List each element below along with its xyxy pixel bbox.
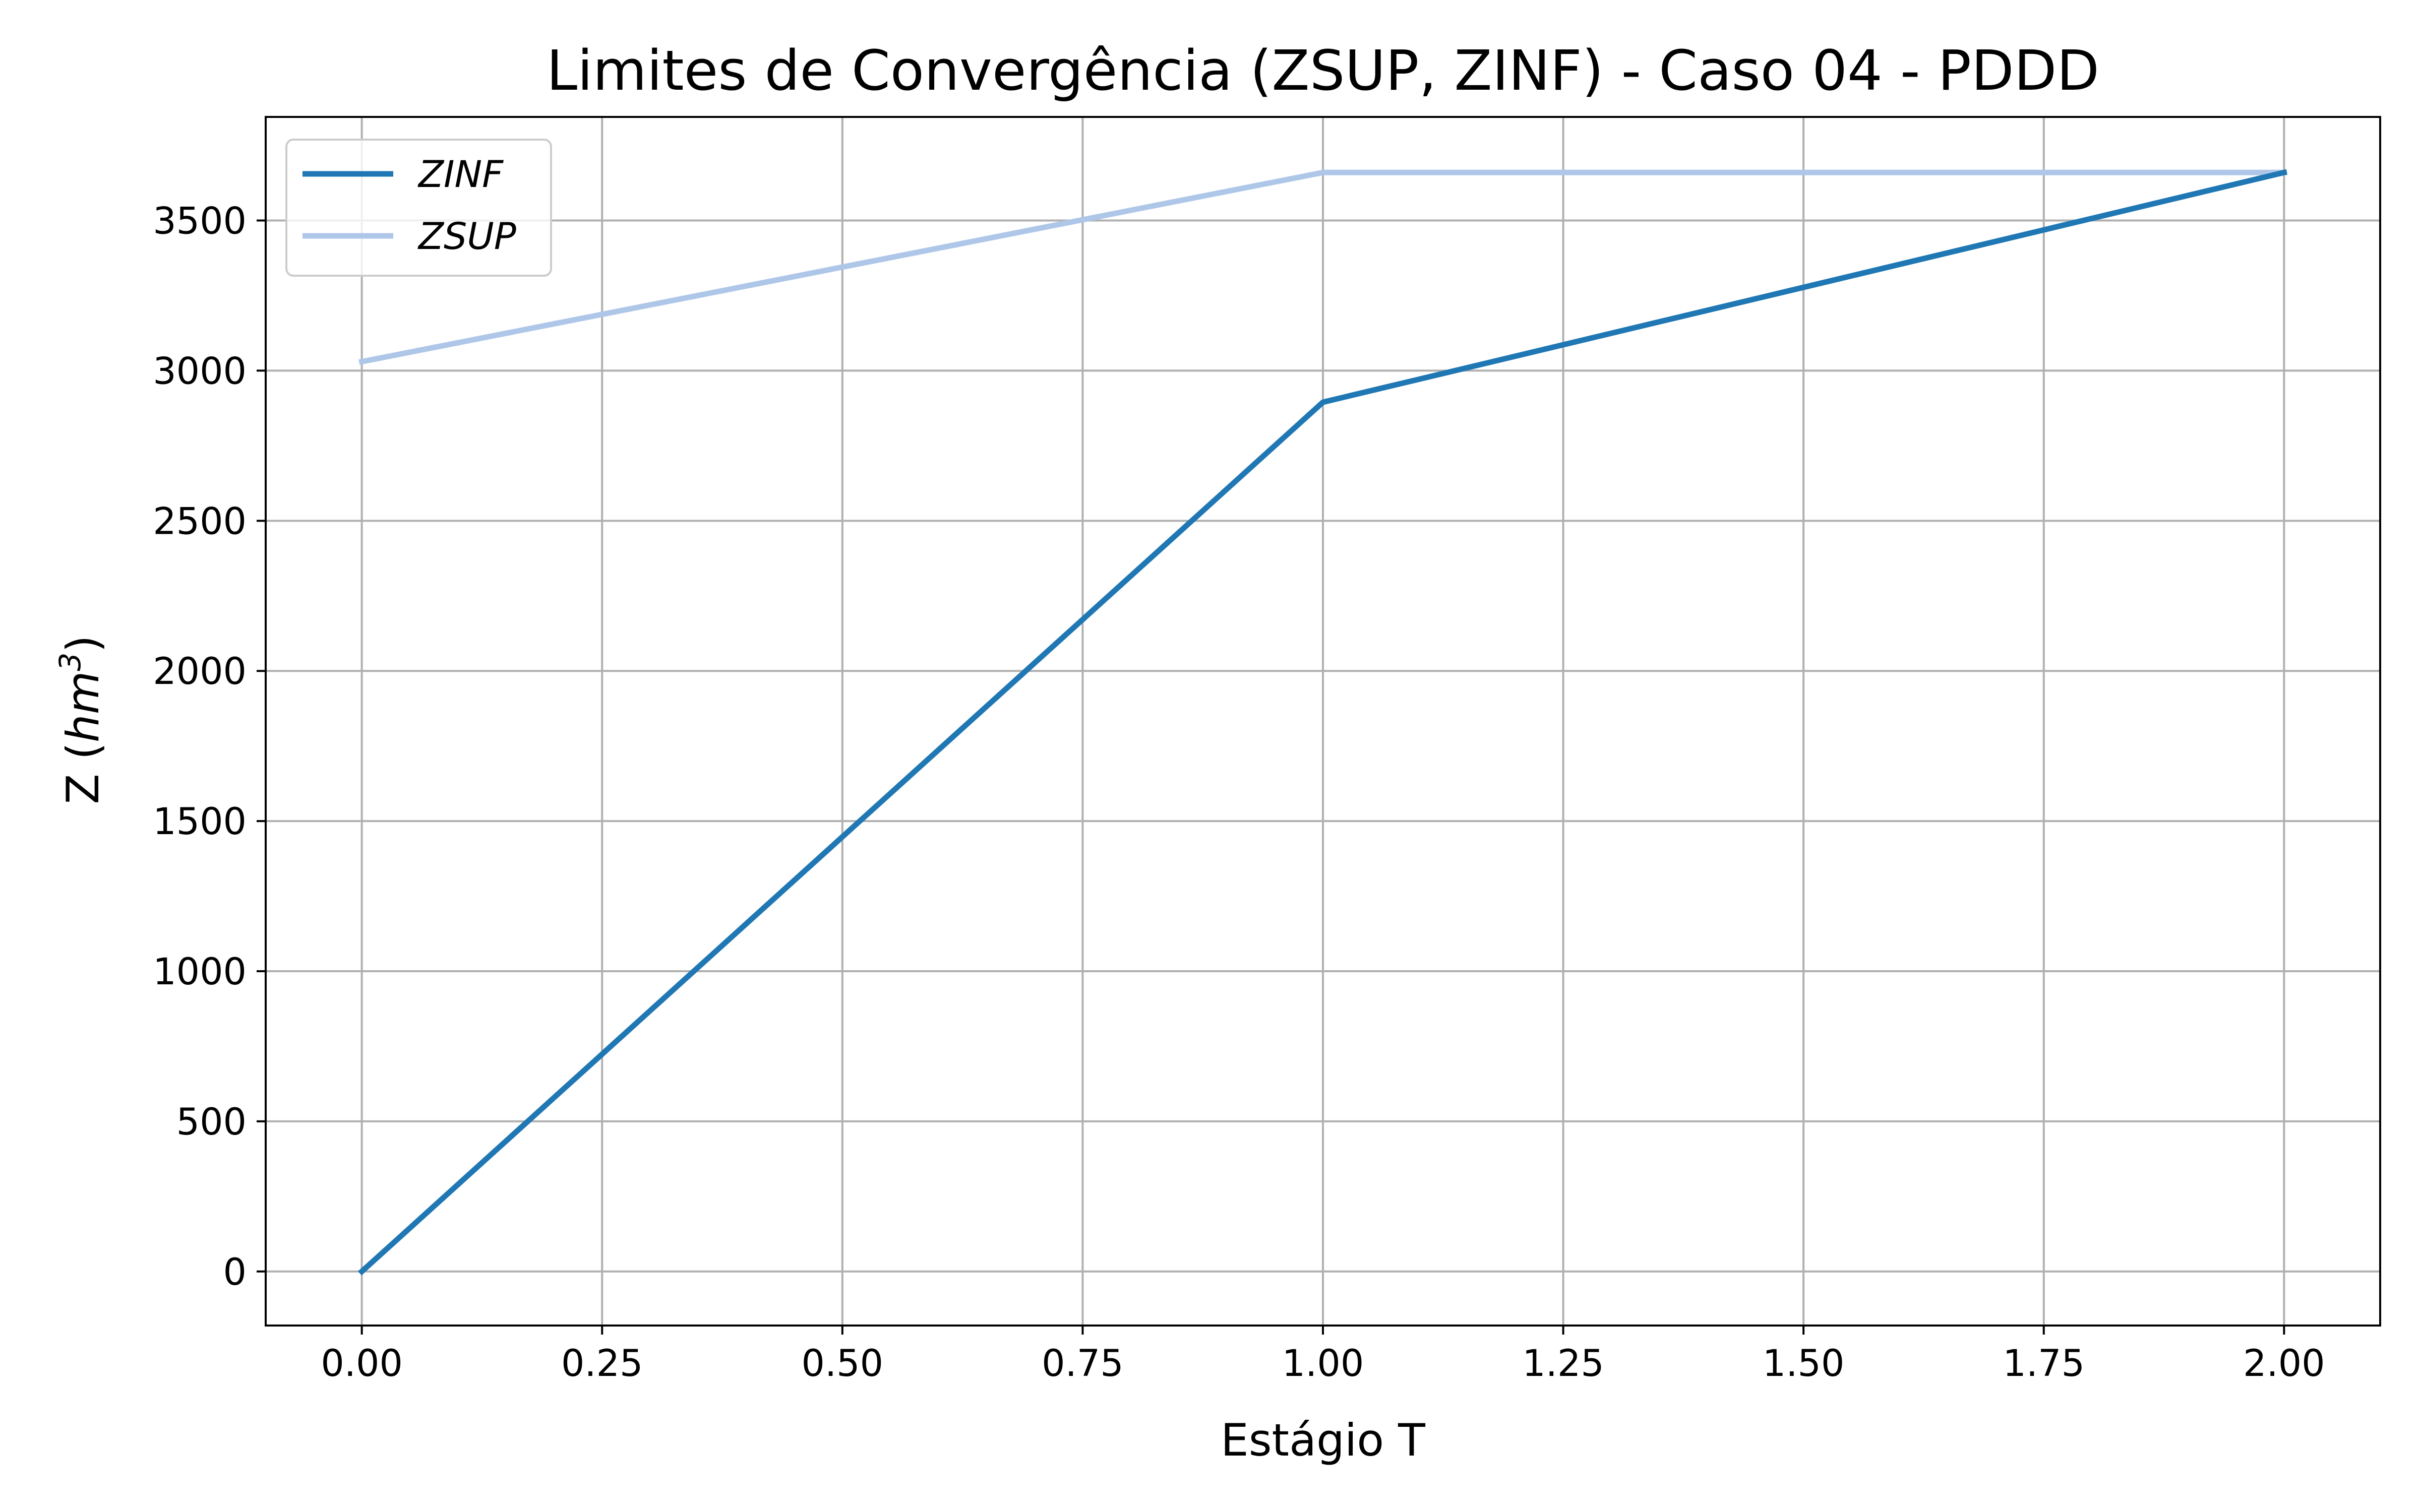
x-tick-label: 0.50 xyxy=(802,1342,884,1385)
series-lines xyxy=(357,169,2287,1276)
y-tick-label: 0 xyxy=(223,1251,247,1294)
y-tick-label: 1000 xyxy=(153,951,247,993)
y-tick-label: 2500 xyxy=(153,500,247,543)
x-tick-label: 1.50 xyxy=(1763,1342,1845,1385)
x-tick-label: 0.00 xyxy=(321,1342,403,1385)
y-tick-label: 2000 xyxy=(153,650,247,693)
legend-label-zinf: ZINF xyxy=(417,153,504,196)
legend: ZINF ZSUP xyxy=(285,139,552,277)
series-line-zsup xyxy=(358,169,2287,365)
x-tick-label: 0.75 xyxy=(1042,1342,1124,1385)
legend-label-zsup: ZSUP xyxy=(417,215,516,258)
chart-title: Limites de Convergência (ZSUP, ZINF) - C… xyxy=(547,38,2099,103)
x-tick-label: 0.25 xyxy=(561,1342,643,1385)
y-tick-label: 1500 xyxy=(153,800,247,843)
series-line-zinf xyxy=(357,169,2287,1276)
y-tick-label: 3000 xyxy=(153,350,247,393)
grid xyxy=(266,117,2380,1326)
y-axis-label: Z (hm3) xyxy=(53,635,109,804)
x-tick-label: 1.25 xyxy=(1522,1342,1604,1385)
x-axis-ticks: 0.00 0.25 0.50 0.75 1.00 1.25 1.50 1.75 2.00 xyxy=(321,1326,2325,1385)
y-tick-label: 500 xyxy=(176,1101,247,1144)
x-axis-label: Estágio T xyxy=(1221,1414,1426,1466)
x-tick-label: 1.75 xyxy=(2003,1342,2085,1385)
y-tick-label: 3500 xyxy=(153,200,247,243)
x-tick-label: 1.00 xyxy=(1282,1342,1364,1385)
x-tick-label: 2.00 xyxy=(2243,1342,2325,1385)
y-axis-ticks: 0 500 1000 1500 2000 2500 3000 3500 xyxy=(153,200,266,1294)
